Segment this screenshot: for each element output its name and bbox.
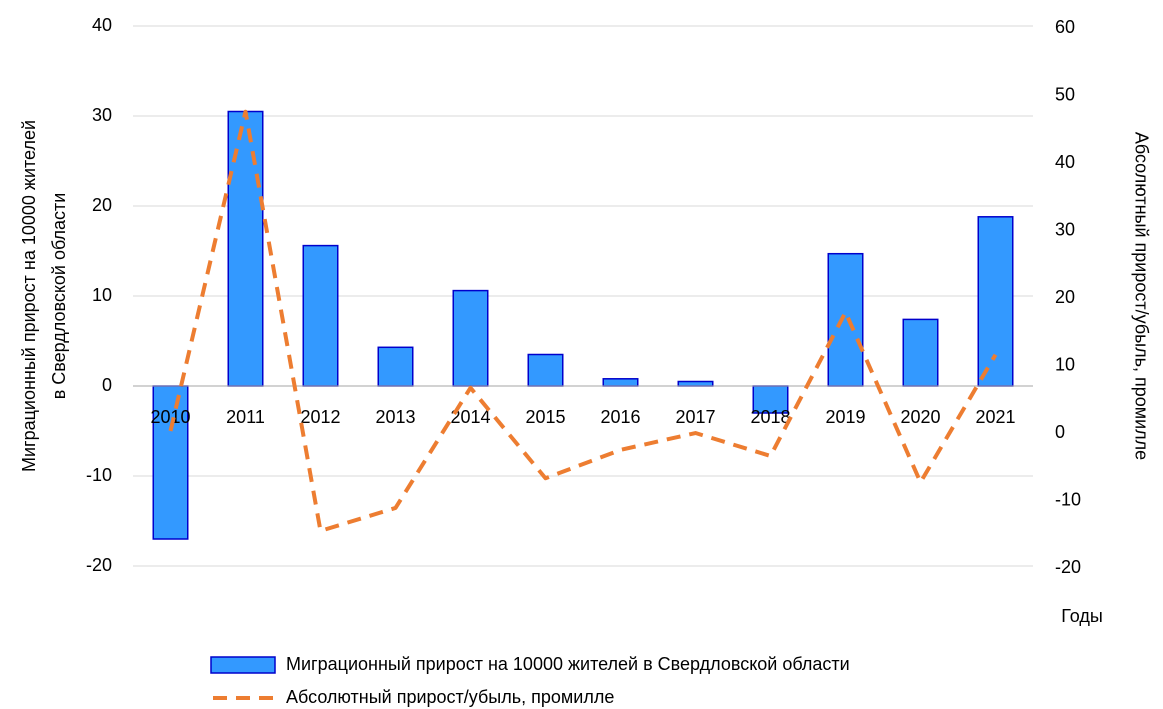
line [168,109,998,533]
y2-tick-label: 0 [1055,422,1065,442]
x-tick-label: 2021 [975,407,1015,427]
y2-tick-label: 30 [1055,219,1075,239]
bar [152,385,189,540]
legend-label: Миграционный прирост на 10000 жителей в … [286,654,850,674]
bar [602,378,639,387]
y-axis-title-line: в Свердловской области [49,193,69,400]
bar [752,385,789,414]
bar [377,346,414,387]
bar [827,252,864,387]
y2-tick-label: 60 [1055,17,1075,37]
x-tick-label: 2016 [600,407,640,427]
x-tick-label: 2020 [900,407,940,427]
x-tick-label: 2011 [226,407,265,427]
x-tick-label: 2019 [825,407,865,427]
legend-label: Абсолютный прирост/убыль, промилле [286,687,614,707]
y-tick-label: 40 [92,15,112,35]
y-tick-label: -10 [86,465,112,485]
y-axis-title-line: Миграционный прирост на 10000 жителей [19,120,39,472]
y-tick-label: 30 [92,105,112,125]
y-tick-label: 20 [92,195,112,215]
y-tick-label: 0 [102,375,112,395]
y-axis-title: Миграционный прирост на 10000 жителей в С… [19,120,69,472]
x-tick-label: 2017 [675,407,715,427]
bar [527,353,564,387]
bar [677,380,714,387]
y2-tick-label: -10 [1055,489,1081,509]
y2-tick-label: 20 [1055,287,1075,307]
legend-swatch [210,656,276,674]
y2-tick-label: 40 [1055,152,1075,172]
y2-tick-label: 10 [1055,354,1075,374]
x-tick-label: 2013 [375,407,415,427]
x-tick-label: 2012 [300,407,340,427]
x-tick-label: 2018 [750,407,790,427]
y-tick-label: -20 [86,555,112,575]
bar [302,244,339,387]
y-tick-label: 10 [92,285,112,305]
x-tick-label: 2010 [150,407,190,427]
x-axis-title: Годы [1061,606,1103,626]
y2-tick-label: 50 [1055,84,1075,104]
bar [452,289,489,387]
x-tick-label: 2014 [450,407,490,427]
x-tick-label: 2015 [525,407,565,427]
bar [902,318,939,387]
y2-axis-title: Абсолютный прирост/убыль, промилле [1131,132,1151,460]
y2-tick-label: -20 [1055,557,1081,577]
bar [977,216,1014,387]
bar [227,110,264,387]
